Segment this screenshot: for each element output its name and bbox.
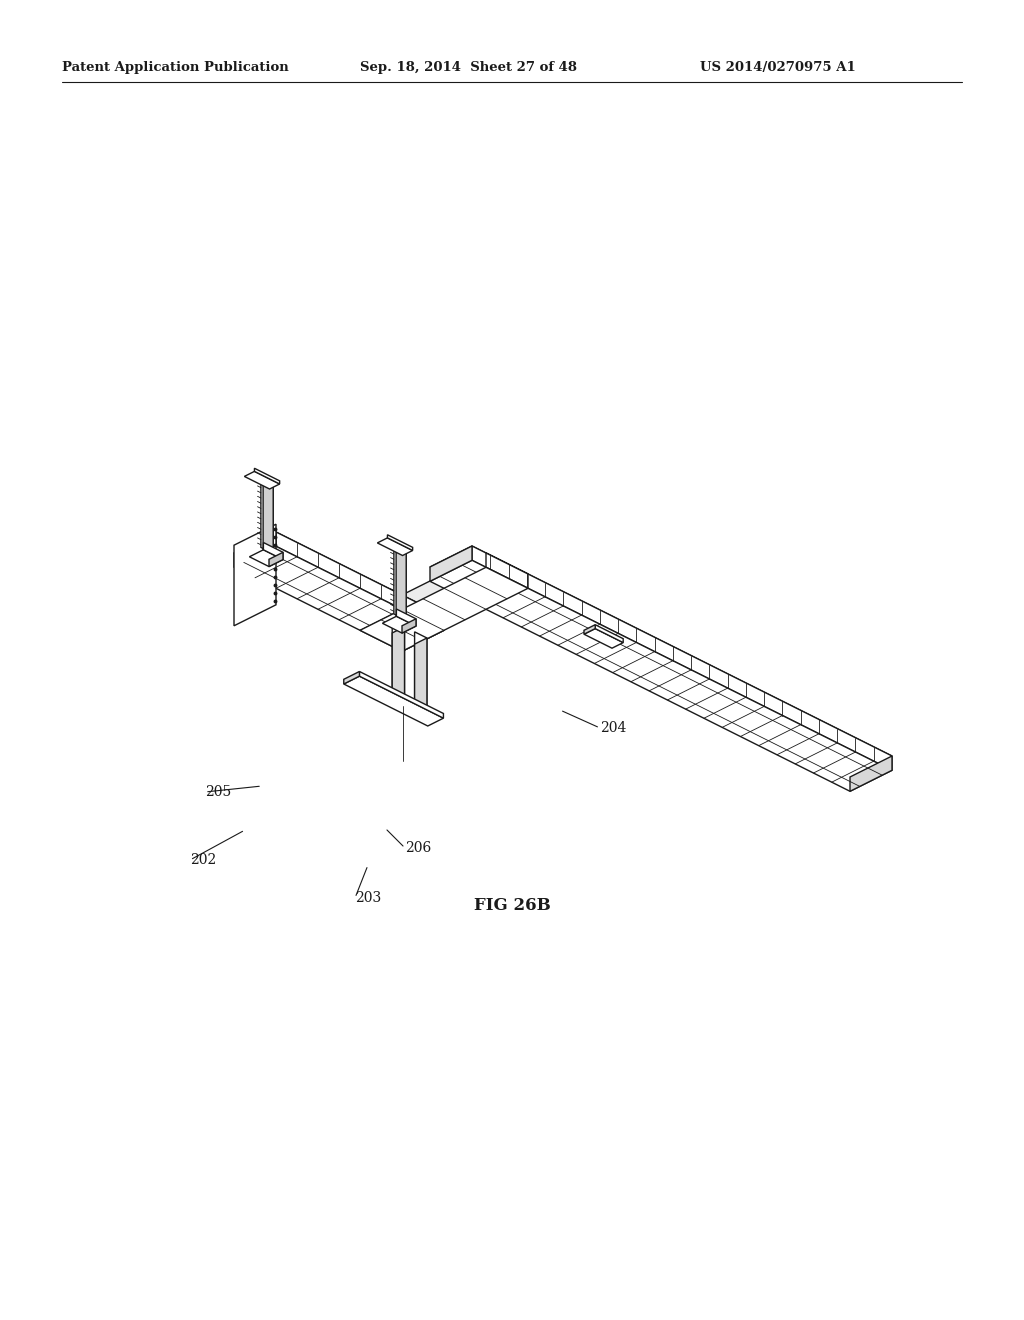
Polygon shape bbox=[263, 480, 273, 558]
Polygon shape bbox=[359, 672, 443, 718]
Polygon shape bbox=[360, 568, 528, 651]
Polygon shape bbox=[276, 532, 444, 630]
Polygon shape bbox=[269, 552, 283, 566]
Polygon shape bbox=[263, 543, 283, 560]
Polygon shape bbox=[430, 560, 892, 791]
Polygon shape bbox=[402, 619, 416, 634]
Polygon shape bbox=[234, 532, 444, 638]
Polygon shape bbox=[392, 620, 404, 696]
Polygon shape bbox=[245, 471, 280, 488]
Polygon shape bbox=[402, 701, 427, 713]
Polygon shape bbox=[402, 616, 444, 651]
Polygon shape bbox=[396, 548, 407, 626]
Polygon shape bbox=[850, 756, 892, 791]
Polygon shape bbox=[595, 624, 624, 643]
Polygon shape bbox=[378, 537, 413, 556]
Polygon shape bbox=[415, 632, 427, 708]
Text: US 2014/0270975 A1: US 2014/0270975 A1 bbox=[700, 62, 856, 74]
Polygon shape bbox=[261, 475, 273, 553]
Polygon shape bbox=[234, 546, 444, 651]
Polygon shape bbox=[584, 628, 624, 648]
Polygon shape bbox=[394, 541, 407, 620]
Polygon shape bbox=[382, 616, 416, 634]
Text: 206: 206 bbox=[406, 841, 431, 855]
Polygon shape bbox=[387, 535, 413, 550]
Polygon shape bbox=[584, 624, 595, 634]
Polygon shape bbox=[415, 638, 427, 713]
Polygon shape bbox=[430, 546, 472, 581]
Polygon shape bbox=[344, 672, 359, 684]
Polygon shape bbox=[396, 609, 416, 626]
Polygon shape bbox=[472, 546, 892, 771]
Text: FIG 26B: FIG 26B bbox=[474, 896, 550, 913]
Text: Patent Application Publication: Patent Application Publication bbox=[62, 62, 289, 74]
Polygon shape bbox=[392, 627, 404, 702]
Polygon shape bbox=[250, 549, 283, 566]
Polygon shape bbox=[254, 469, 280, 484]
Polygon shape bbox=[234, 524, 276, 626]
Polygon shape bbox=[380, 689, 404, 702]
Text: 202: 202 bbox=[190, 853, 216, 867]
Polygon shape bbox=[234, 532, 276, 568]
Polygon shape bbox=[486, 553, 528, 589]
Polygon shape bbox=[430, 546, 892, 777]
Text: Sep. 18, 2014  Sheet 27 of 48: Sep. 18, 2014 Sheet 27 of 48 bbox=[360, 62, 577, 74]
Polygon shape bbox=[344, 676, 443, 726]
Text: 204: 204 bbox=[600, 721, 627, 735]
Text: 205: 205 bbox=[205, 785, 231, 799]
Polygon shape bbox=[360, 553, 528, 638]
Text: 203: 203 bbox=[355, 891, 381, 906]
